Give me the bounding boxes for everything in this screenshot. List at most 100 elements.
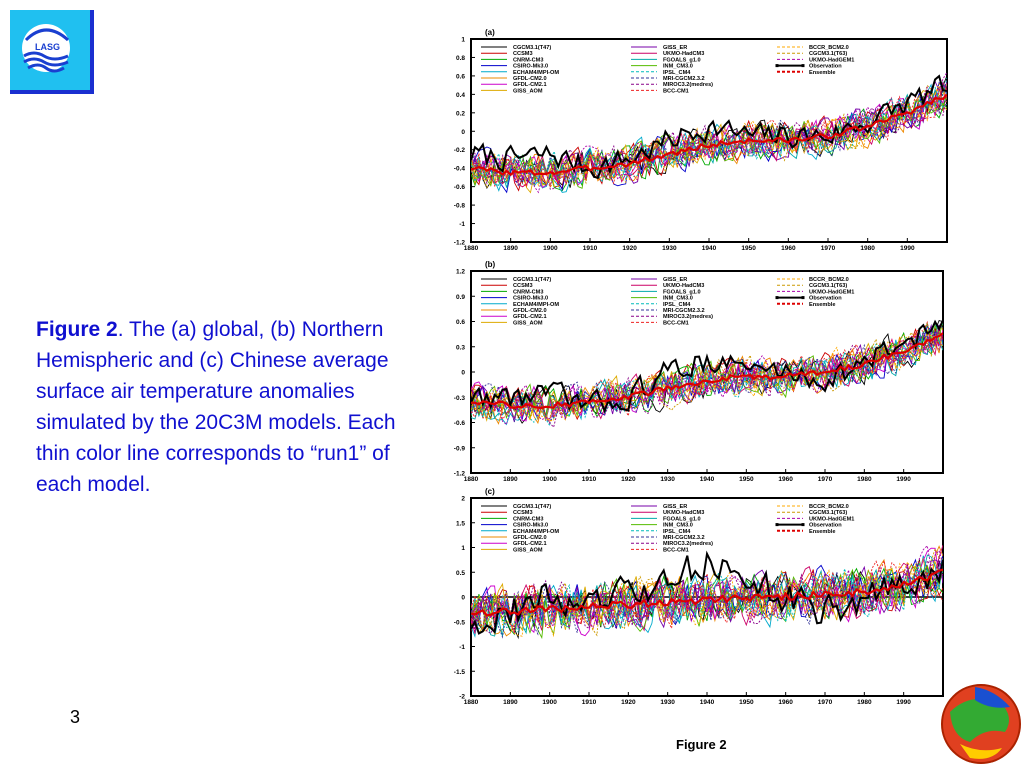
legend-label: CGCM3.1(T47) xyxy=(513,45,551,51)
legend-marker xyxy=(775,523,779,527)
legend-label: IPSL_CM4 xyxy=(663,70,691,76)
x-tick-label: 1990 xyxy=(900,245,915,252)
x-tick-label: 1960 xyxy=(778,476,793,483)
legend-label: GISS_AOM xyxy=(513,547,543,553)
y-tick-label: -0.2 xyxy=(454,147,466,154)
x-tick-label: 1890 xyxy=(503,245,518,252)
y-tick-label: -1 xyxy=(459,644,465,651)
x-tick-label: 1900 xyxy=(543,245,558,252)
legend: CGCM3.1(T47)CCSM3CNRM-CM3CSIRO-Mk3.0ECHA… xyxy=(481,504,854,553)
logo-text: LASG xyxy=(35,42,60,52)
y-tick-label: -1.2 xyxy=(454,471,466,478)
y-tick-label: -1.5 xyxy=(454,669,466,676)
x-tick-label: 1920 xyxy=(622,245,637,252)
legend-label: MIROC3.2(medres) xyxy=(663,82,713,88)
legend-label: UKMO-HadCM3 xyxy=(663,283,704,289)
y-tick-label: -1.2 xyxy=(454,240,466,247)
x-tick-label: 1950 xyxy=(739,699,754,706)
caption-bold: Figure 2 xyxy=(36,318,118,341)
legend-label: GISS_AOM xyxy=(513,320,543,326)
figure-caption: Figure 2. The (a) global, (b) Northern H… xyxy=(36,314,426,500)
model-line xyxy=(471,331,943,429)
legend-label: UKMO-HadCM3 xyxy=(663,51,704,57)
panel-label: (b) xyxy=(485,260,496,269)
x-tick-label: 1910 xyxy=(583,245,598,252)
legend-label: CGCM3.1(T47) xyxy=(513,504,551,510)
panel-label: (c) xyxy=(485,487,495,496)
y-tick-label: -0.6 xyxy=(454,420,466,427)
legend-label: CGCM3.1(T63) xyxy=(809,51,847,57)
figure-label: Figure 2 xyxy=(676,737,727,752)
y-tick-label: 0.2 xyxy=(456,110,465,117)
legend-label: GFDL-CM2.1 xyxy=(513,82,547,88)
legend-label: INM_CM3.0 xyxy=(663,523,693,529)
legend-label: Observation xyxy=(809,523,842,529)
y-tick-label: 0.5 xyxy=(456,570,465,577)
legend-label: GISS_AOM xyxy=(513,88,543,94)
x-tick-label: 1940 xyxy=(700,699,715,706)
legend-label: BCCR_BCM2.0 xyxy=(809,504,849,510)
y-tick-label: 0.4 xyxy=(456,92,465,99)
legend-marker xyxy=(775,296,779,300)
x-tick-label: 1980 xyxy=(860,245,875,252)
x-tick-label: 1910 xyxy=(582,699,597,706)
legend-label: INM_CM3.0 xyxy=(663,64,693,70)
legend-label: BCC-CM1 xyxy=(663,547,689,553)
page-number: 3 xyxy=(70,707,81,727)
y-tick-label: 0 xyxy=(461,595,465,602)
legend-label: MIROC3.2(medres) xyxy=(663,541,713,547)
model-line xyxy=(471,319,943,420)
legend-label: MRI-CGCM2.3.2 xyxy=(663,535,705,541)
x-tick-label: 1910 xyxy=(582,476,597,483)
y-tick-label: -0.8 xyxy=(454,203,466,210)
x-tick-label: 1970 xyxy=(818,699,833,706)
x-tick-label: 1980 xyxy=(857,476,872,483)
legend-label: CNRM-CM3 xyxy=(513,516,543,522)
chart-panel-0: (a)10.80.60.40.20-0.2-0.4-0.6-0.8-1-1.21… xyxy=(454,28,948,252)
legend-label: CSIRO-Mk3.0 xyxy=(513,64,548,70)
legend-label: GFDL-CM2.1 xyxy=(513,314,547,320)
legend-label: Ensemble xyxy=(809,70,835,76)
legend-label: CGCM3.1(T63) xyxy=(809,510,847,516)
legend-marker xyxy=(801,523,805,527)
legend: CGCM3.1(T47)CCSM3CNRM-CM3CSIRO-Mk3.0ECHA… xyxy=(481,277,854,326)
model-line xyxy=(471,562,943,633)
y-tick-label: 2 xyxy=(461,496,465,503)
x-tick-label: 1890 xyxy=(503,699,518,706)
x-tick-label: 1930 xyxy=(662,245,677,252)
legend-label: IPSL_CM4 xyxy=(663,529,691,535)
model-line xyxy=(471,71,947,194)
legend-label: UKMO-HadGEM1 xyxy=(809,289,854,295)
legend-label: MRI-CGCM2.3.2 xyxy=(663,308,705,314)
legend-label: ECHAM4/MPI-OM xyxy=(513,70,559,76)
legend-label: IPSL_CM4 xyxy=(663,302,691,308)
y-tick-label: 0.8 xyxy=(456,55,465,62)
legend-label: FGOALS_g1.0 xyxy=(663,57,701,63)
legend-label: CGCM3.1(T63) xyxy=(809,283,847,289)
x-tick-label: 1960 xyxy=(778,699,793,706)
caption-text: . The (a) global, (b) Northern Hemispher… xyxy=(36,318,396,496)
lasg-logo: LASG xyxy=(10,10,94,94)
legend-label: GFDL-CM2.0 xyxy=(513,308,547,314)
y-tick-label: 0.6 xyxy=(456,319,465,326)
legend-marker xyxy=(775,64,779,68)
model-line xyxy=(471,559,943,630)
y-tick-label: 1.5 xyxy=(456,520,465,527)
observation-line xyxy=(471,550,943,635)
y-tick-label: 0.6 xyxy=(456,73,465,80)
legend-label: GFDL-CM2.0 xyxy=(513,76,547,82)
y-tick-label: 1 xyxy=(461,37,465,44)
legend-label: Ensemble xyxy=(809,302,835,308)
x-tick-label: 1920 xyxy=(621,699,636,706)
legend-label: MRI-CGCM2.3.2 xyxy=(663,76,705,82)
x-tick-label: 1990 xyxy=(896,476,911,483)
x-tick-label: 1950 xyxy=(739,476,754,483)
x-tick-label: 1880 xyxy=(464,476,479,483)
y-tick-label: 0 xyxy=(461,370,465,377)
legend-label: Observation xyxy=(809,64,842,70)
model-line xyxy=(471,75,947,189)
legend-label: UKMO-HadCM3 xyxy=(663,510,704,516)
x-tick-label: 1880 xyxy=(464,245,479,252)
